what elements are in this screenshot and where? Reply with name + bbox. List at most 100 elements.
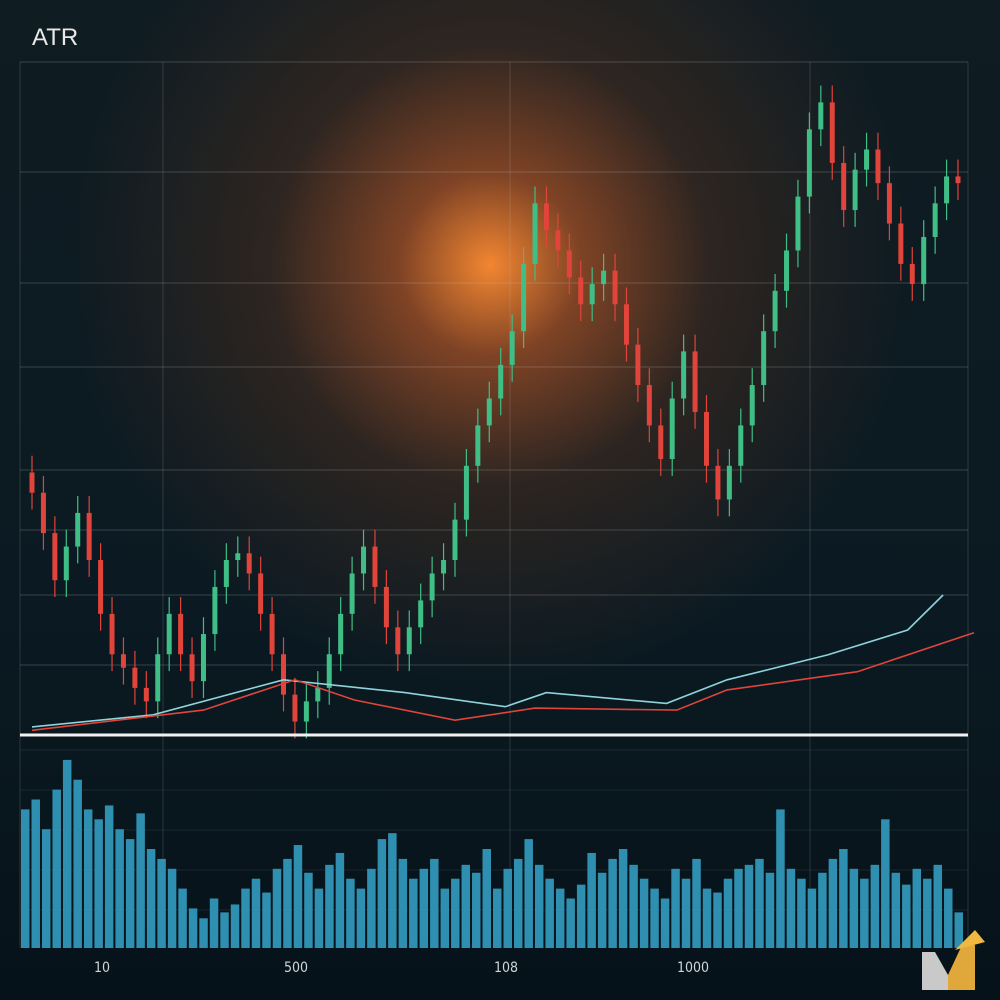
candle-down: [258, 573, 264, 614]
volume-bar: [912, 868, 922, 948]
x-tick-label: 10: [94, 960, 110, 976]
volume-bar: [860, 878, 869, 948]
candle-up: [463, 465, 469, 520]
candle-down: [566, 250, 572, 278]
candle-down: [383, 586, 389, 628]
volume-bar: [377, 839, 387, 948]
volume-bar: [587, 852, 596, 948]
candle-up: [235, 553, 241, 561]
candles: [29, 85, 961, 739]
volume-bar: [482, 849, 491, 948]
volume-bar: [534, 864, 544, 948]
volume-bar: [199, 918, 208, 948]
candle-down: [612, 270, 618, 305]
volume-bar: [388, 833, 397, 948]
volume-bar: [451, 878, 460, 948]
volume-bar: [828, 858, 838, 948]
candle-up: [418, 600, 424, 628]
candle-down: [955, 176, 961, 184]
candle-up: [944, 176, 950, 204]
x-tick-label: 500: [284, 960, 308, 976]
volume-bar: [524, 839, 533, 948]
candle-up: [361, 546, 367, 574]
volume-bar: [31, 799, 40, 948]
volume-bars: [21, 759, 963, 948]
candle-up: [521, 263, 527, 332]
candle-down: [909, 263, 915, 285]
candle-up: [681, 351, 687, 399]
candle-down: [692, 351, 698, 412]
candle-up: [589, 284, 595, 305]
volume-bar: [251, 878, 261, 948]
candle-down: [52, 533, 58, 581]
volume-bar: [902, 884, 911, 948]
candle-down: [120, 654, 126, 668]
volume-bar: [230, 904, 240, 948]
volume-bar: [493, 888, 502, 948]
candle-down: [246, 553, 252, 574]
candle-up: [749, 385, 755, 426]
volume-bar: [734, 868, 743, 948]
volume-bar: [262, 892, 271, 948]
candle-down: [623, 304, 629, 345]
candle-down: [98, 560, 104, 614]
candle-up: [475, 425, 481, 466]
volume-bar: [923, 878, 932, 948]
volume-bar: [555, 888, 565, 948]
volume-bar: [272, 868, 282, 948]
candle-down: [841, 162, 847, 211]
candle-down: [886, 183, 892, 224]
volume-bar: [639, 878, 649, 948]
candle-down: [281, 654, 287, 695]
candle-up: [498, 364, 504, 399]
candle-down: [646, 385, 652, 426]
volume-bar: [241, 888, 250, 948]
candle-up: [864, 149, 870, 170]
volume-bar: [293, 845, 303, 948]
candle-up: [784, 250, 790, 291]
candle-down: [40, 492, 46, 534]
candle-down: [715, 465, 721, 500]
volume-bar: [335, 852, 345, 948]
volume-bar: [807, 888, 817, 948]
candle-down: [132, 667, 138, 688]
candle-down: [829, 102, 835, 163]
volume-bar: [94, 819, 103, 948]
volume-bar: [881, 819, 890, 948]
volume-bar: [409, 878, 418, 948]
candle-down: [543, 203, 549, 231]
volume-bar: [891, 872, 901, 948]
volume-bar: [944, 888, 953, 948]
volume-bar: [62, 759, 72, 948]
candle-down: [395, 627, 401, 655]
candle-up: [818, 102, 824, 130]
chart-title: ATR: [32, 24, 79, 51]
volume-bar: [839, 849, 848, 948]
candle-down: [86, 512, 92, 561]
volume-bar: [954, 912, 963, 948]
candle-up: [200, 634, 206, 682]
indicator-line-1: [31, 594, 944, 728]
indicator-line-2: [31, 631, 975, 732]
indicator-lines: [31, 594, 975, 732]
volume-bar: [178, 888, 187, 948]
volume-bar: [671, 868, 680, 948]
volume-bar: [608, 858, 617, 948]
volume-bar: [283, 858, 292, 948]
volume-bar: [367, 868, 376, 948]
candle-down: [189, 654, 195, 682]
volume-bar: [304, 872, 313, 948]
volume-bar: [41, 829, 51, 948]
candle-down: [109, 613, 115, 655]
volume-bar: [472, 872, 481, 948]
volume-bar: [849, 868, 859, 948]
volume-bar: [314, 888, 324, 948]
volume-bar: [503, 868, 512, 948]
candle-up: [441, 560, 447, 574]
grid: [19, 61, 969, 948]
volume-bar: [597, 872, 607, 948]
volume-bar: [566, 898, 575, 948]
candle-up: [429, 573, 435, 601]
